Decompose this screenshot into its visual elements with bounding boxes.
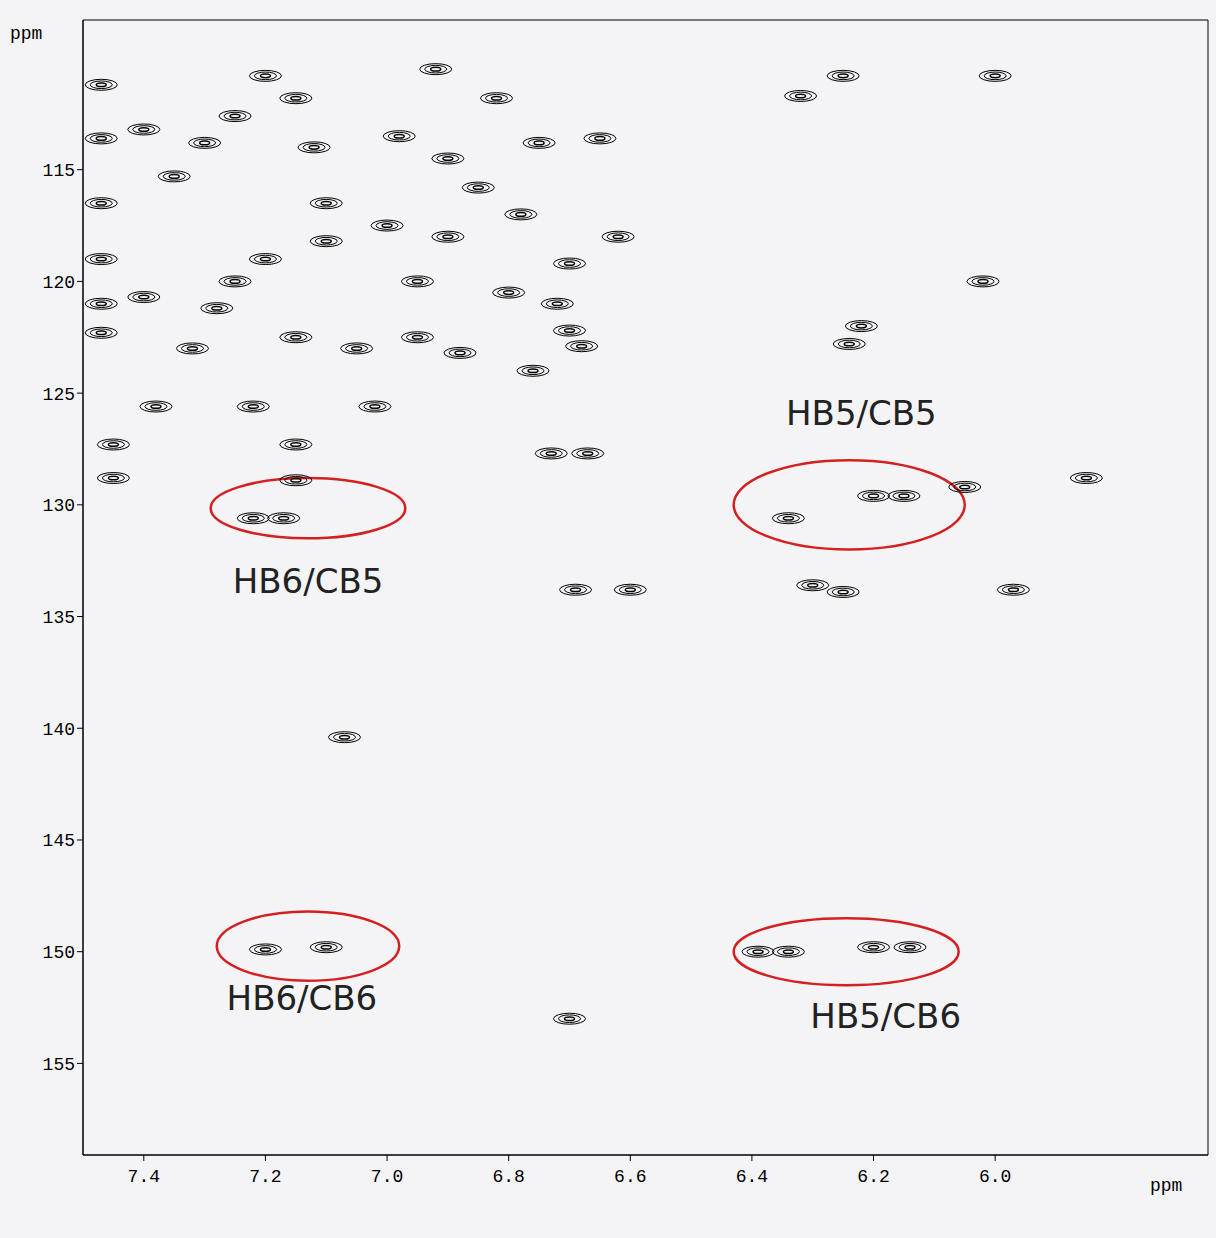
svg-text:HB5/CB6: HB5/CB6 (810, 996, 961, 1036)
svg-text:125: 125 (43, 385, 75, 405)
svg-text:6.6: 6.6 (614, 1167, 646, 1187)
svg-text:115: 115 (43, 161, 75, 181)
html-text:ppm: ppm (10, 24, 43, 44)
svg-text:7.2: 7.2 (249, 1167, 281, 1187)
svg-text:155: 155 (43, 1055, 75, 1075)
svg-text:HB6/CB5: HB6/CB5 (233, 561, 384, 601)
svg-text:6.8: 6.8 (492, 1167, 524, 1187)
svg-text:7.0: 7.0 (371, 1167, 403, 1187)
svg-text:120: 120 (43, 273, 75, 293)
svg-text:145: 145 (43, 831, 75, 851)
svg-text:130: 130 (43, 496, 75, 516)
svg-text:6.2: 6.2 (857, 1167, 889, 1187)
svg-text:7.4: 7.4 (128, 1167, 160, 1187)
svg-text:135: 135 (43, 608, 75, 628)
svg-text:6.4: 6.4 (736, 1167, 768, 1187)
svg-text:6.0: 6.0 (979, 1167, 1011, 1187)
svg-text:HB6/CB6: HB6/CB6 (227, 978, 378, 1018)
svg-text:150: 150 (43, 943, 75, 963)
svg-text:140: 140 (43, 720, 75, 740)
svg-text:HB5/CB5: HB5/CB5 (786, 393, 937, 433)
html-text:ppm: ppm (1150, 1176, 1183, 1196)
